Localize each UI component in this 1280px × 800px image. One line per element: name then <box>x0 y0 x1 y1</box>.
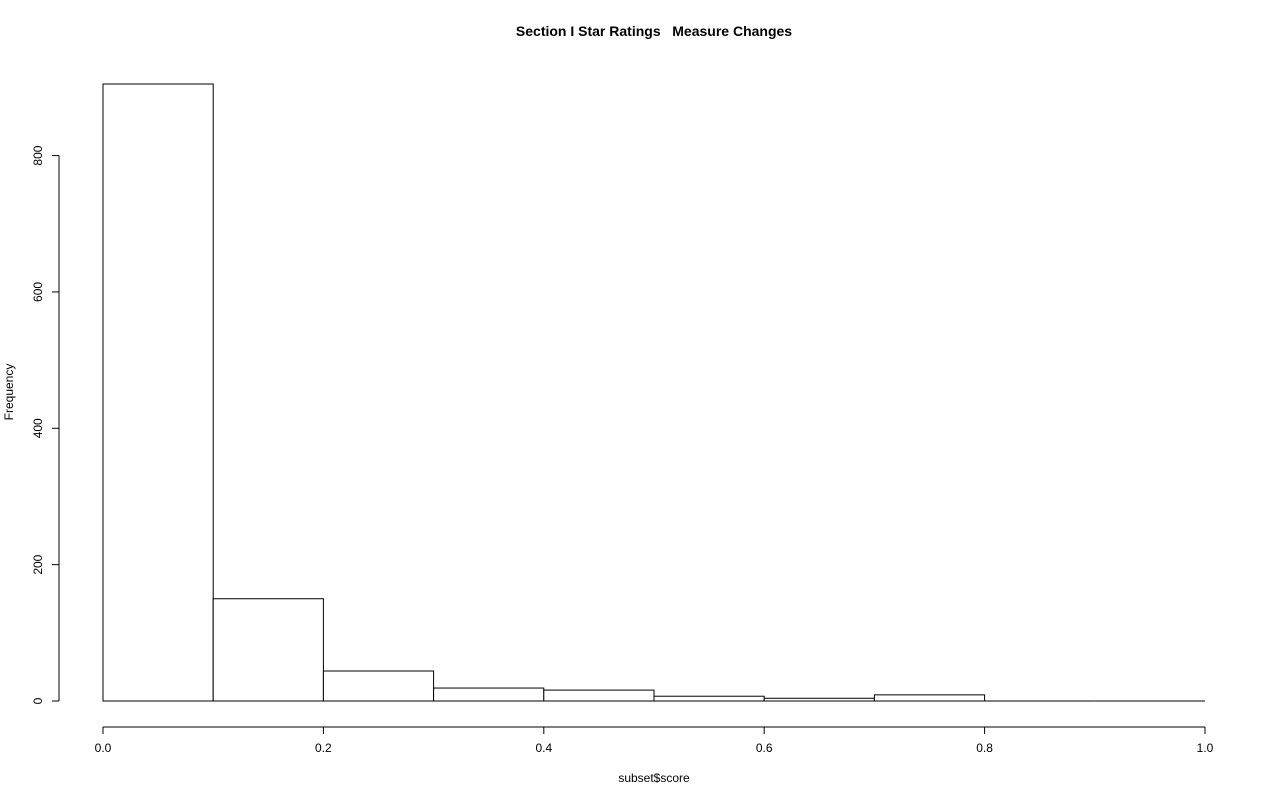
x-tick-label-3: 0.6 <box>756 741 773 755</box>
histogram-bar-3 <box>433 687 545 702</box>
y-tick-label-3: 600 <box>31 282 45 302</box>
x-tick-label-0: 0.0 <box>95 741 112 755</box>
y-tick-label-1: 200 <box>31 554 45 574</box>
histogram-bar-4 <box>543 689 655 702</box>
histogram-bar-1 <box>212 598 324 702</box>
histogram-bar-7 <box>873 694 986 702</box>
y-axis-label: Frequency <box>2 364 16 421</box>
histogram-bar-2 <box>322 670 435 702</box>
histogram-bar-5 <box>653 695 765 702</box>
histogram-bar-0 <box>102 83 214 702</box>
x-tick-label-2: 0.4 <box>535 741 552 755</box>
y-axis: 0 200 400 600 800 <box>31 145 60 704</box>
x-tick-label-4: 0.8 <box>976 741 993 755</box>
y-tick-label-4: 800 <box>31 145 45 165</box>
x-tick-label-5: 1.0 <box>1197 741 1214 755</box>
bars-group <box>102 83 1205 702</box>
x-tick-label-1: 0.2 <box>315 741 332 755</box>
y-tick-label-0: 0 <box>31 697 45 704</box>
histogram-bar-6 <box>763 697 875 702</box>
chart-title: Section I Star Ratings Measure Changes <box>516 23 792 39</box>
x-axis: 0.0 0.2 0.4 0.6 0.8 1.0 <box>95 726 1214 755</box>
x-axis-label: subset$score <box>618 771 690 785</box>
y-tick-label-2: 400 <box>31 418 45 438</box>
